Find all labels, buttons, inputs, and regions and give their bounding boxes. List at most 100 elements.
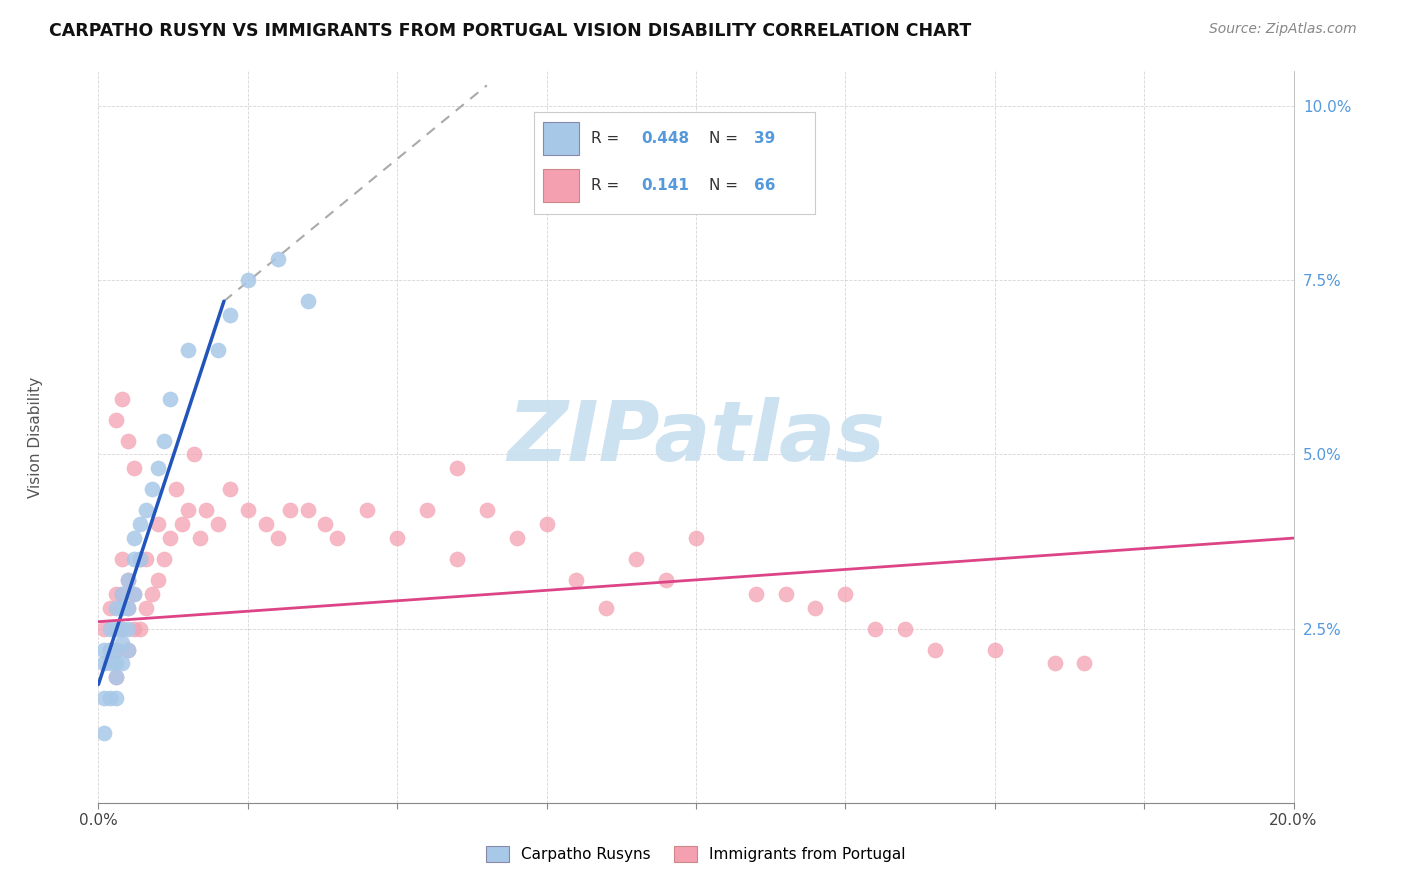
- Point: [207, 343, 229, 357]
- Point: [124, 587, 146, 601]
- Text: 0.141: 0.141: [641, 178, 689, 193]
- Point: [416, 503, 439, 517]
- Bar: [543, 122, 579, 154]
- Point: [626, 552, 648, 566]
- Text: N =: N =: [709, 130, 742, 145]
- Point: [315, 517, 337, 532]
- Text: Source: ZipAtlas.com: Source: ZipAtlas.com: [1209, 22, 1357, 37]
- Text: ZIPatlas: ZIPatlas: [508, 397, 884, 477]
- Point: [117, 600, 139, 615]
- Point: [297, 503, 319, 517]
- Point: [141, 483, 163, 497]
- Point: [111, 600, 134, 615]
- Point: [135, 552, 157, 566]
- Point: [105, 622, 128, 636]
- Text: 39: 39: [754, 130, 775, 145]
- Point: [105, 587, 128, 601]
- Point: [93, 622, 115, 636]
- Point: [124, 587, 146, 601]
- Y-axis label: Vision Disability: Vision Disability: [28, 376, 42, 498]
- Point: [105, 412, 128, 426]
- Point: [111, 622, 134, 636]
- Text: 66: 66: [754, 178, 775, 193]
- Point: [129, 552, 152, 566]
- Point: [98, 642, 122, 657]
- Point: [595, 600, 617, 615]
- Point: [297, 294, 319, 309]
- Legend: Carpatho Rusyns, Immigrants from Portugal: Carpatho Rusyns, Immigrants from Portuga…: [481, 840, 911, 868]
- Point: [105, 691, 128, 706]
- Point: [804, 600, 827, 615]
- Point: [141, 587, 163, 601]
- Point: [117, 573, 139, 587]
- Point: [93, 691, 115, 706]
- Point: [148, 573, 170, 587]
- Text: R =: R =: [591, 178, 628, 193]
- Point: [98, 622, 122, 636]
- Point: [536, 517, 558, 532]
- Point: [385, 531, 409, 545]
- Point: [446, 461, 468, 475]
- Point: [117, 642, 139, 657]
- Text: R =: R =: [591, 130, 624, 145]
- Point: [278, 503, 301, 517]
- Point: [745, 587, 768, 601]
- Point: [267, 252, 290, 267]
- Bar: [543, 169, 579, 202]
- Point: [254, 517, 277, 532]
- Point: [219, 308, 242, 322]
- Point: [98, 691, 122, 706]
- Point: [111, 392, 134, 406]
- Point: [1043, 657, 1066, 671]
- Point: [111, 552, 134, 566]
- Point: [326, 531, 349, 545]
- Point: [117, 573, 139, 587]
- Point: [105, 670, 128, 684]
- Point: [153, 434, 176, 448]
- Point: [924, 642, 946, 657]
- Point: [207, 517, 229, 532]
- Point: [356, 503, 378, 517]
- Point: [117, 642, 139, 657]
- Point: [506, 531, 529, 545]
- Text: N =: N =: [709, 178, 742, 193]
- Point: [159, 531, 181, 545]
- Point: [236, 503, 259, 517]
- Point: [446, 552, 468, 566]
- Point: [775, 587, 797, 601]
- Point: [111, 657, 134, 671]
- Point: [135, 600, 157, 615]
- Point: [129, 622, 152, 636]
- Point: [834, 587, 856, 601]
- Point: [685, 531, 707, 545]
- Point: [177, 343, 200, 357]
- Point: [124, 531, 146, 545]
- Point: [148, 461, 170, 475]
- Point: [219, 483, 242, 497]
- Text: 0.448: 0.448: [641, 130, 689, 145]
- Point: [105, 670, 128, 684]
- Point: [111, 587, 134, 601]
- Point: [93, 642, 115, 657]
- Point: [148, 517, 170, 532]
- Point: [159, 392, 181, 406]
- Point: [267, 531, 290, 545]
- Point: [124, 552, 146, 566]
- Point: [177, 503, 200, 517]
- Point: [117, 622, 139, 636]
- Point: [195, 503, 218, 517]
- Point: [565, 573, 588, 587]
- Point: [135, 503, 157, 517]
- Text: CARPATHO RUSYN VS IMMIGRANTS FROM PORTUGAL VISION DISABILITY CORRELATION CHART: CARPATHO RUSYN VS IMMIGRANTS FROM PORTUG…: [49, 22, 972, 40]
- Point: [894, 622, 917, 636]
- Point: [117, 600, 139, 615]
- Point: [129, 552, 152, 566]
- Point: [124, 622, 146, 636]
- Point: [865, 622, 887, 636]
- Point: [105, 600, 128, 615]
- Point: [165, 483, 187, 497]
- Point: [183, 448, 205, 462]
- Point: [595, 183, 617, 197]
- Point: [111, 587, 134, 601]
- Point: [1073, 657, 1095, 671]
